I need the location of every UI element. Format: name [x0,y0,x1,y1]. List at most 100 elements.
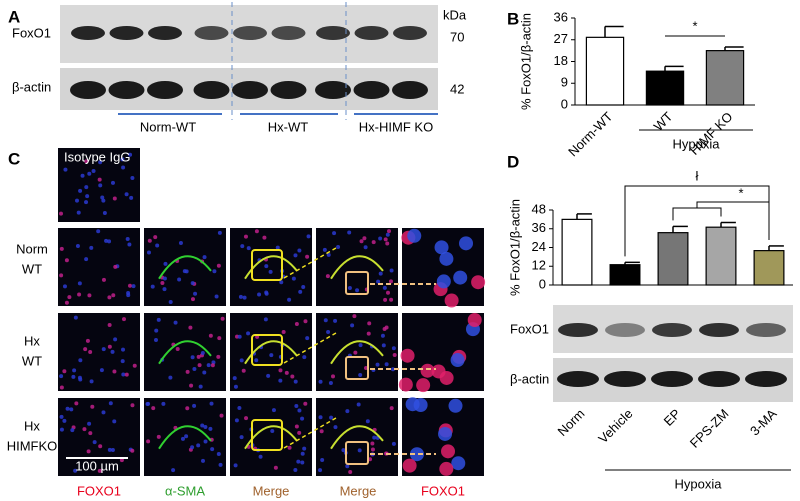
nucleus [107,239,112,244]
nucleus [375,362,380,367]
nucleus [62,418,67,423]
nucleus [241,368,246,373]
nucleus [385,232,390,237]
band [315,81,351,99]
column-label: Merge [253,483,290,498]
blot-label: β-actin [12,79,51,94]
y-axis-label: % FoxO1/β-actin [507,199,522,296]
nucleus [305,254,310,259]
nucleus [189,383,194,388]
nucleus [130,448,135,453]
nucleus [84,200,89,205]
band [194,26,229,40]
nucleus [413,397,428,412]
nucleus [244,416,249,421]
band [316,26,350,40]
nucleus [209,401,214,406]
nucleus [444,293,459,308]
nucleus [328,380,333,385]
nucleus [438,426,453,441]
nucleus [146,439,151,444]
nucleus [214,294,219,299]
nucleus [59,427,64,432]
nucleus [370,447,375,452]
nucleus [362,236,367,241]
nucleus [284,370,289,375]
nucleus [210,447,215,452]
nucleus [459,236,474,251]
nucleus [104,238,109,243]
nucleus [89,245,94,250]
row-label: Hx [24,418,40,433]
nucleus [318,379,323,384]
group-label: Norm-WT [140,119,196,134]
nucleus [296,459,301,464]
nucleus [294,424,299,429]
nucleus [325,274,330,279]
nucleus [366,331,371,336]
nucleus [59,211,64,216]
nucleus [129,195,134,200]
nucleus [87,171,92,176]
band [393,26,427,40]
nucleus [383,297,388,302]
nucleus [124,192,129,197]
band [354,26,389,40]
nucleus [450,353,465,368]
nucleus [128,152,133,157]
nucleus [329,415,334,420]
nucleus [197,363,202,368]
band [232,81,268,99]
y-tick-label: 27 [554,31,568,46]
nucleus [146,401,151,406]
nucleus [107,295,112,300]
bar [753,250,785,286]
nucleus [110,447,115,452]
nucleus [112,419,117,424]
nucleus [113,337,118,342]
nucleus [246,331,251,336]
nucleus [78,358,83,363]
nucleus [168,299,173,304]
nucleus [208,333,213,338]
nucleus [162,276,167,281]
y-axis-label: % FoxO1/β-actin [518,13,533,110]
nucleus [130,175,135,180]
nucleus [266,373,271,378]
nucleus [331,374,336,379]
nucleus [193,291,198,296]
nucleus [275,245,280,250]
micrograph [58,313,140,391]
nucleus [368,457,373,462]
row-label: Norm [16,241,48,256]
nucleus [365,419,370,424]
nucleus [237,405,242,410]
nucleus [359,239,364,244]
band [745,371,787,387]
nucleus [59,246,64,251]
nucleus [243,234,248,239]
size-label: 42 [450,81,464,96]
y-tick-label: 24 [532,239,546,254]
nucleus [320,458,325,463]
nucleus [121,317,126,322]
nucleus [357,448,362,453]
nucleus [219,413,224,418]
vessel [330,255,384,280]
nucleus [300,451,305,456]
bar [657,232,689,286]
y-tick-label: 36 [554,9,568,24]
sig-label: * [738,185,743,200]
panel-label: B [507,9,519,28]
nucleus [273,465,278,470]
nucleus [441,444,456,459]
nucleus [322,247,327,252]
nucleus [345,409,350,414]
band [271,26,306,40]
nucleus [156,434,161,439]
nucleus [345,464,350,469]
nucleus [107,344,112,349]
panel-label: C [8,149,20,168]
nucleus [196,443,201,448]
nucleus [264,264,269,269]
